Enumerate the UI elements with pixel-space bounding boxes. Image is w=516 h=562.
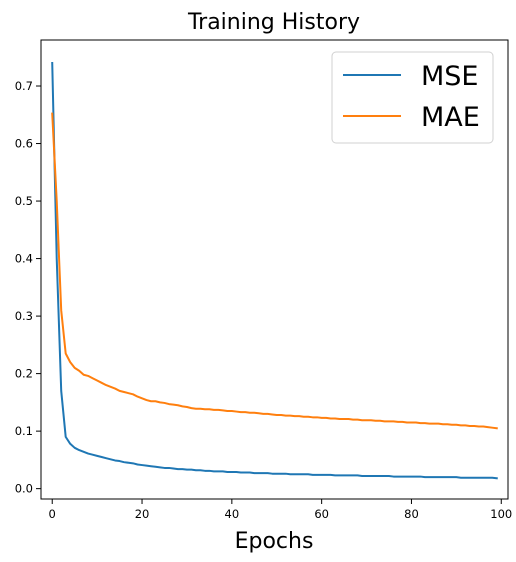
x-tick-label: 40 [225, 507, 240, 521]
x-tick-label: 20 [135, 507, 150, 521]
x-tick-label: 80 [404, 507, 419, 521]
x-tick-label: 100 [490, 507, 512, 521]
y-tick-label: 0.4 [15, 252, 33, 266]
series-line-mse [51, 61, 498, 480]
legend: MSE MAE [331, 51, 494, 144]
plot-lines [51, 61, 498, 480]
y-tick-label: 0.6 [15, 137, 33, 151]
x-axis-label: Epochs [235, 529, 314, 554]
y-tick-label: 0.5 [15, 194, 33, 208]
y-axis-ticks: 0.0 0.1 0.2 0.3 0.4 0.5 0.6 0.7 [15, 79, 41, 496]
y-tick-label: 0.3 [15, 309, 33, 323]
legend-label-mse: MSE [421, 61, 479, 92]
y-tick-label: 0.7 [15, 79, 33, 93]
plot-frame [40, 39, 509, 500]
chart-title: Training History [187, 10, 360, 35]
x-tick-label: 0 [49, 507, 56, 521]
y-tick-label: 0.0 [15, 482, 33, 496]
x-tick-label: 60 [314, 507, 329, 521]
y-tick-label: 0.2 [15, 367, 33, 381]
y-tick-label: 0.1 [15, 424, 33, 438]
legend-label-mae: MAE [421, 102, 480, 133]
series-line-mae [51, 112, 498, 430]
x-axis-ticks: 0 20 40 60 80 100 [49, 499, 512, 521]
